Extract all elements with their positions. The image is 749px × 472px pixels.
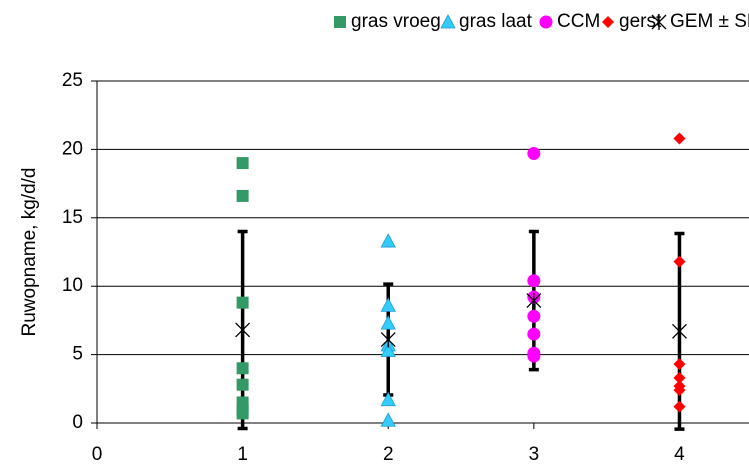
legend-label: gras laat — [459, 11, 533, 32]
legend-marker — [334, 16, 346, 28]
point — [380, 342, 396, 357]
legend-marker — [651, 14, 667, 30]
legend-label: gras vroeg — [351, 11, 441, 32]
point — [527, 147, 541, 161]
point — [527, 327, 541, 341]
point — [673, 384, 686, 397]
point — [673, 132, 686, 145]
point — [673, 400, 686, 413]
y-tick-label: 20 — [62, 138, 83, 159]
point — [527, 349, 541, 363]
legend-marker — [539, 15, 553, 29]
legend-label: gerst — [619, 11, 662, 32]
x-tick-label: 2 — [383, 444, 394, 465]
point — [380, 391, 396, 407]
legend-label: GEM ± SD — [670, 11, 749, 32]
point — [236, 378, 249, 391]
point — [380, 331, 396, 348]
legend-marker — [602, 16, 614, 28]
x-tick-label: 3 — [529, 444, 540, 465]
y-tick-label: 5 — [72, 344, 83, 365]
y-tick-label: 15 — [62, 207, 83, 228]
point — [672, 323, 687, 340]
point — [236, 362, 249, 375]
point — [380, 297, 396, 312]
point — [527, 309, 541, 323]
y-tick-label: 0 — [72, 412, 83, 433]
point — [673, 358, 686, 371]
y-axis-label: Ruwopname, kg/d/d — [19, 168, 40, 337]
y-tick-label: 10 — [62, 275, 83, 296]
point — [236, 296, 249, 309]
point — [526, 292, 542, 309]
point — [527, 274, 541, 288]
point — [236, 189, 249, 202]
point — [380, 233, 396, 248]
x-tick-label: 1 — [237, 444, 248, 465]
point — [380, 315, 396, 330]
point — [673, 371, 686, 384]
point — [380, 412, 396, 427]
point — [235, 321, 251, 338]
x-tick-label: 0 — [92, 444, 103, 465]
point — [236, 407, 249, 420]
legend-label: CCM — [557, 11, 600, 32]
point — [236, 157, 249, 170]
y-tick-label: 25 — [62, 70, 83, 91]
point — [673, 255, 686, 268]
x-tick-label: 4 — [674, 444, 685, 465]
legend-marker — [440, 14, 456, 29]
